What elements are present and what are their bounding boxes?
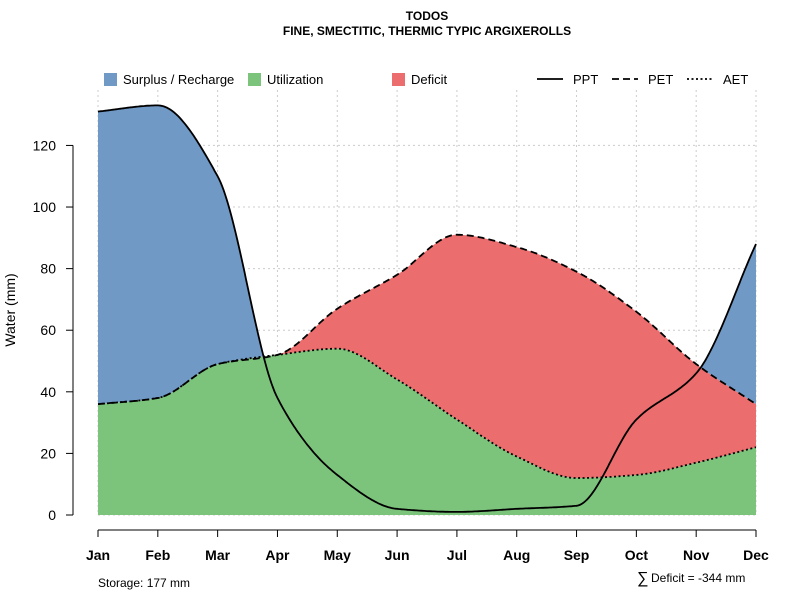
legend-label: AET	[723, 72, 748, 87]
x-tick-label: Jun	[385, 547, 410, 563]
x-tick-label: Feb	[145, 547, 170, 563]
axes: 0 20 40 60 80 100 120 Jan Feb Mar Apr May Jun Jul Aug S…	[33, 137, 769, 563]
deficit-annotation: Deficit = -344 mm	[651, 571, 745, 585]
y-tick-label: 100	[33, 199, 57, 215]
y-tick-label: 40	[40, 384, 56, 400]
deficit-area	[98, 234, 756, 478]
chart-subtitle: FINE, SMECTITIC, THERMIC TYPIC ARGIXEROL…	[283, 24, 571, 38]
legend-swatch-2	[392, 73, 405, 86]
x-tick-label: Oct	[625, 547, 649, 563]
legend-label: Surplus / Recharge	[123, 72, 234, 87]
surplus-recharge-area	[98, 105, 756, 405]
areas	[98, 105, 756, 515]
series-line-ppt	[97, 104, 757, 513]
chart-title: TODOS	[406, 9, 448, 23]
legend-swatch-0	[104, 73, 117, 86]
x-tick-label: Apr	[265, 547, 290, 563]
utilization-area	[98, 348, 756, 515]
deficit-symbol: ∑	[637, 570, 648, 587]
legend-swatch-1	[248, 73, 261, 86]
y-tick-label: 120	[33, 137, 57, 153]
x-tick-label: Nov	[683, 547, 710, 563]
y-tick-label: 60	[40, 322, 56, 338]
x-tick-label: Sep	[564, 547, 590, 563]
legend: Surplus / Recharge Utilization Deficit PPT P…	[104, 72, 748, 87]
legend-label: Utilization	[267, 72, 323, 87]
x-tick-label: Aug	[503, 547, 530, 563]
x-tick-label: Jan	[86, 547, 110, 563]
series-line-aet	[97, 347, 757, 479]
y-axis-label: Water (mm)	[2, 273, 18, 346]
legend-label: Deficit	[411, 72, 448, 87]
x-tick-label: Dec	[743, 547, 769, 563]
storage-annotation: Storage: 177 mm	[98, 576, 190, 590]
y-tick-label: 20	[40, 445, 56, 461]
x-tick-label: May	[324, 547, 351, 563]
series-lines	[97, 104, 757, 513]
y-tick-label: 0	[48, 507, 56, 523]
legend-label: PET	[648, 72, 673, 87]
legend-label: PPT	[573, 72, 598, 87]
x-tick-label: Jul	[447, 547, 467, 563]
series-line-pet	[97, 233, 757, 405]
x-tick-label: Mar	[205, 547, 230, 563]
y-tick-label: 80	[40, 261, 56, 277]
